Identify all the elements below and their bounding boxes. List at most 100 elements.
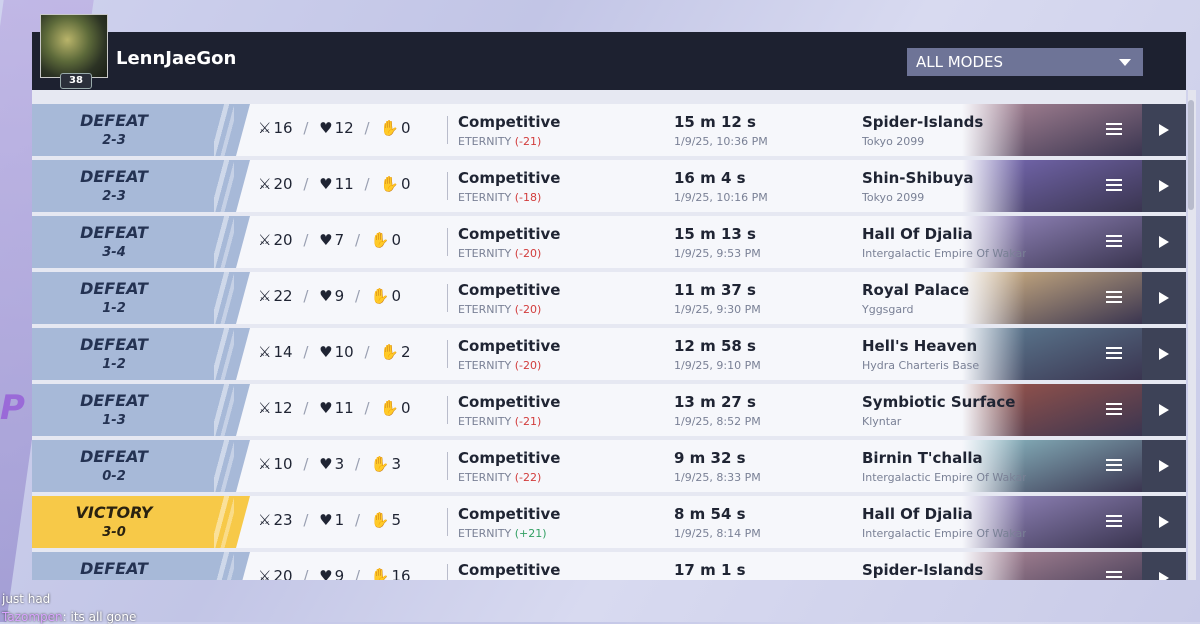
match-row[interactable]: DEFEAT 1-2 ⚔ 14 / ♥ 10 / ✋ 2 Competitive ET… [32, 328, 1186, 380]
helping-hand-icon: ✋ [370, 287, 390, 305]
kda-stats: ⚔ 22 / ♥ 9 / ✋ 0 [258, 287, 401, 305]
map-thumbnail [962, 104, 1142, 156]
kda-stats: ⚔ 20 / ♥ 9 / ✋ 16 [258, 567, 411, 580]
separator: / [303, 175, 309, 193]
banner-tail [236, 328, 250, 380]
match-row[interactable]: DEFEAT 0-2 ⚔ 10 / ♥ 3 / ✋ 3 Competitive ETE… [32, 440, 1186, 492]
match-row[interactable]: DEFEAT 1-3 ⚔ 12 / ♥ 11 / ✋ 0 Competitive ET… [32, 384, 1186, 436]
replay-button[interactable] [1142, 160, 1186, 212]
match-datetime: 1/9/25, 9:53 PM [674, 247, 761, 260]
match-duration: 13 m 27 s [674, 393, 756, 411]
match-history-list[interactable]: DEFEAT 2-3 ⚔ 16 / ♥ 12 / ✋ 0 Competitive ET… [32, 90, 1186, 580]
map-name: Hell's Heaven [862, 337, 978, 355]
map-name: Hall Of Djalia [862, 225, 973, 243]
map-region: Intergalactic Empire Of Wakanda [862, 471, 1026, 484]
map-thumbnail [962, 328, 1142, 380]
separator: / [354, 455, 361, 473]
scrollbar-thumb[interactable] [1188, 100, 1194, 210]
separator: / [303, 231, 309, 249]
replay-button[interactable] [1142, 384, 1186, 436]
game-mode: Competitive [458, 449, 561, 467]
separator: / [303, 119, 309, 137]
assists-value: 16 [391, 567, 411, 580]
map-name: Shin-Shibuya [862, 169, 974, 187]
rank-name: ETERNITY [458, 471, 512, 484]
map-thumbnail [962, 216, 1142, 268]
match-row[interactable]: DEFEAT 3-4 ⚔ 20 / ♥ 7 / ✋ 0 Competitive ETE… [32, 216, 1186, 268]
banner-tail [236, 552, 250, 580]
menu-icon[interactable] [1106, 513, 1122, 529]
kda-stats: ⚔ 23 / ♥ 1 / ✋ 5 [258, 511, 401, 529]
separator: / [303, 455, 309, 473]
replay-button[interactable] [1142, 552, 1186, 580]
deaths-value: 11 [334, 175, 354, 193]
kills-value: 23 [273, 511, 293, 529]
rank-change: (-20) [514, 247, 542, 260]
menu-icon[interactable] [1106, 569, 1122, 580]
rank-info: ETERNITY (+21) [458, 527, 546, 540]
rank-name: ETERNITY [458, 359, 512, 372]
match-row[interactable]: DEFEAT ⚔ 20 / ♥ 9 / ✋ 16 Competitive 17 m 1… [32, 552, 1186, 580]
match-row[interactable]: VICTORY 3-0 ⚔ 23 / ♥ 1 / ✋ 5 Competitive ET… [32, 496, 1186, 548]
menu-icon[interactable] [1106, 121, 1122, 137]
chat-line: Tazompen: its all gone [2, 610, 136, 624]
column-divider [447, 172, 448, 200]
menu-icon[interactable] [1106, 345, 1122, 361]
kills-value: 14 [273, 343, 293, 361]
defeat-banner: DEFEAT 1-3 [32, 384, 250, 436]
menu-icon[interactable] [1106, 457, 1122, 473]
match-row[interactable]: DEFEAT 2-3 ⚔ 16 / ♥ 12 / ✋ 0 Competitive ET… [32, 104, 1186, 156]
banner-stripes [214, 272, 234, 324]
replay-button[interactable] [1142, 216, 1186, 268]
separator: / [364, 119, 370, 137]
match-duration: 16 m 4 s [674, 169, 746, 187]
mode-filter-dropdown[interactable]: ALL MODES [907, 48, 1143, 76]
menu-icon[interactable] [1106, 289, 1122, 305]
map-region: Tokyo 2099 [862, 191, 925, 204]
column-divider [447, 564, 448, 580]
helping-hand-icon: ✋ [370, 455, 390, 473]
avatar[interactable]: 38 [40, 14, 108, 89]
banner-stripes [214, 160, 234, 212]
kills-value: 20 [273, 567, 293, 580]
banner-stripes [214, 440, 234, 492]
column-divider [447, 116, 448, 144]
crossed-swords-icon: ⚔ [258, 231, 272, 249]
result-label: DEFEAT [80, 279, 148, 298]
menu-icon[interactable] [1106, 177, 1122, 193]
rank-change: (-20) [514, 359, 542, 372]
map-region: Intergalactic Empire Of Wakanda [862, 527, 1026, 540]
match-duration: 8 m 54 s [674, 505, 746, 523]
map-region: Yggsgard [862, 303, 914, 316]
game-mode: Competitive [458, 281, 561, 299]
background-logo-fragment: P [0, 388, 25, 428]
replay-button[interactable] [1142, 104, 1186, 156]
match-duration: 17 m 1 s [674, 561, 746, 579]
kills-value: 20 [273, 231, 293, 249]
defeat-banner: DEFEAT [32, 552, 250, 580]
replay-button[interactable] [1142, 272, 1186, 324]
banner-tail [236, 384, 250, 436]
result-label: DEFEAT [80, 223, 148, 242]
column-divider [447, 452, 448, 480]
round-score: 3-0 [102, 525, 126, 540]
map-name: Spider-Islands [862, 113, 984, 131]
replay-button[interactable] [1142, 496, 1186, 548]
replay-button[interactable] [1142, 328, 1186, 380]
replay-button[interactable] [1142, 440, 1186, 492]
column-divider [447, 228, 448, 256]
result-label: DEFEAT [80, 447, 148, 466]
menu-icon[interactable] [1106, 233, 1122, 249]
banner-tail [236, 160, 250, 212]
match-row[interactable]: DEFEAT 1-2 ⚔ 22 / ♥ 9 / ✋ 0 Competitive ETE… [32, 272, 1186, 324]
defeat-banner: DEFEAT 3-4 [32, 216, 250, 268]
broken-heart-icon: ♥ [319, 399, 333, 417]
map-thumbnail [962, 160, 1142, 212]
result-label: DEFEAT [80, 111, 148, 130]
menu-icon[interactable] [1106, 401, 1122, 417]
map-name: Hall Of Djalia [862, 505, 973, 523]
map-thumbnail [962, 496, 1142, 548]
kills-value: 20 [273, 175, 293, 193]
match-row[interactable]: DEFEAT 2-3 ⚔ 20 / ♥ 11 / ✋ 0 Competitive ET… [32, 160, 1186, 212]
scrollbar[interactable] [1188, 90, 1196, 580]
